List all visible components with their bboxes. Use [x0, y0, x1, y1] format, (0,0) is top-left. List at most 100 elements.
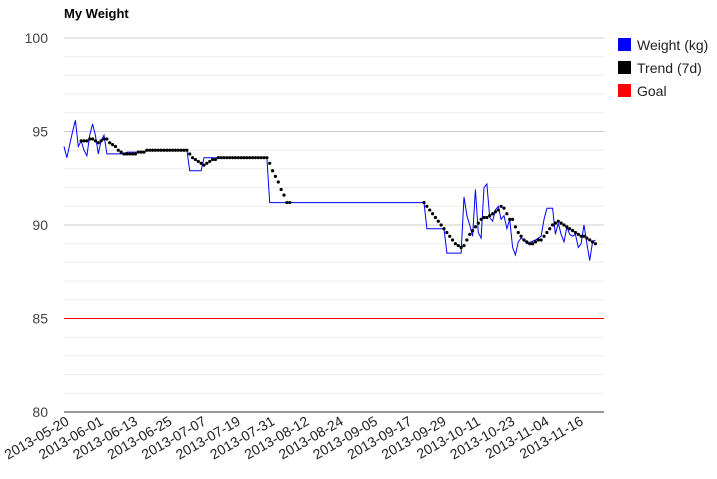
trend-point — [568, 227, 572, 231]
trend-point — [110, 142, 115, 147]
trend-point — [108, 141, 112, 145]
x-axis-ticks: 2013-05-202013-06-012013-06-132013-06-25… — [1, 413, 585, 463]
trend-point — [513, 225, 518, 229]
trend-point — [445, 230, 449, 235]
trend-point — [168, 148, 172, 152]
trend-point — [590, 240, 595, 244]
y-tick-label: 80 — [32, 404, 48, 420]
trend-point — [533, 240, 538, 244]
trend-point — [130, 152, 135, 156]
trend-point — [539, 238, 543, 242]
trend-point — [485, 215, 489, 220]
trend-point — [119, 150, 123, 154]
trend-point — [233, 156, 238, 160]
trend-point — [448, 234, 452, 238]
trend-point — [439, 223, 443, 227]
trend-point — [219, 156, 223, 160]
trend-point — [225, 156, 229, 160]
trend-point — [548, 227, 552, 231]
trend-point — [145, 148, 149, 152]
trend-point — [428, 208, 432, 212]
trend-point — [230, 156, 235, 160]
trend-point — [482, 215, 486, 220]
trend-point — [422, 200, 426, 205]
trend-point — [96, 141, 100, 145]
y-axis-ticks: 80 85 90 95 100 — [25, 30, 49, 420]
trend-point — [190, 156, 195, 160]
legend-label: Goal — [637, 83, 667, 99]
trend-point — [90, 137, 95, 141]
trend-point — [593, 242, 598, 246]
trend-point — [165, 148, 169, 152]
trend-point — [493, 210, 498, 214]
trend-point — [202, 163, 206, 167]
trend-point — [468, 232, 472, 236]
chart-title: My Weight — [64, 6, 129, 21]
y-tick-label: 100 — [25, 30, 49, 46]
trend-point — [253, 156, 258, 160]
trend-point — [556, 219, 560, 223]
gridlines — [64, 37, 604, 394]
legend-item-goal[interactable]: Goal — [618, 83, 667, 99]
trend-point — [105, 137, 109, 141]
trend-point — [113, 144, 118, 149]
trend-point — [150, 148, 155, 152]
trend-point — [199, 161, 203, 165]
trend-point — [570, 229, 575, 233]
trend-point — [210, 157, 215, 162]
legend-item-trend-7d[interactable]: Trend (7d) — [618, 60, 702, 76]
trend-point — [162, 148, 166, 152]
trend-point — [85, 139, 89, 143]
trend-point — [259, 156, 263, 160]
legend-label: Weight (kg) — [637, 37, 708, 53]
trend-point — [153, 148, 158, 152]
trend-point — [488, 214, 492, 218]
trend-point — [239, 156, 243, 160]
trend-point — [268, 161, 272, 165]
trend-point — [136, 150, 140, 154]
trend-point — [248, 156, 252, 160]
trend-point — [545, 230, 549, 235]
trend-point — [525, 240, 529, 244]
trend-point — [508, 217, 512, 221]
trend-point — [505, 212, 509, 216]
trend-point — [125, 152, 129, 156]
trend-point — [270, 169, 275, 173]
trend-point — [436, 219, 440, 223]
trend-point — [250, 156, 255, 160]
trend-point — [502, 206, 506, 210]
trend-point — [499, 204, 503, 208]
trend-point — [193, 157, 198, 162]
trend-point — [242, 156, 246, 160]
trend-point — [222, 156, 226, 160]
trend-point — [159, 148, 163, 152]
trend-point — [490, 212, 495, 216]
legend-swatch — [618, 61, 631, 74]
trend-point — [156, 148, 160, 152]
trend-point — [542, 234, 546, 238]
trend-point — [116, 148, 120, 152]
trend-point — [142, 150, 146, 154]
trend-point — [285, 200, 289, 205]
y-tick-label: 90 — [32, 217, 48, 233]
legend-item-weight-kg[interactable]: Weight (kg) — [618, 37, 708, 53]
trend-point — [93, 139, 98, 143]
trend-point — [228, 156, 232, 160]
trend-point — [465, 238, 469, 242]
trend-point — [456, 243, 460, 248]
trend-point — [148, 148, 152, 152]
trend-point — [473, 225, 478, 229]
legend[interactable]: Weight (kg) Trend (7d) Goal — [618, 37, 708, 99]
trend-point — [128, 152, 132, 156]
trend-point — [188, 152, 192, 156]
series-trend-7d — [79, 137, 598, 250]
trend-point — [510, 217, 515, 221]
trend-point — [176, 148, 180, 152]
trend-point — [213, 157, 218, 162]
trend-point — [205, 161, 209, 165]
trend-point — [462, 243, 466, 248]
trend-point — [208, 159, 212, 164]
trend-point — [102, 137, 106, 141]
trend-point — [476, 221, 480, 225]
